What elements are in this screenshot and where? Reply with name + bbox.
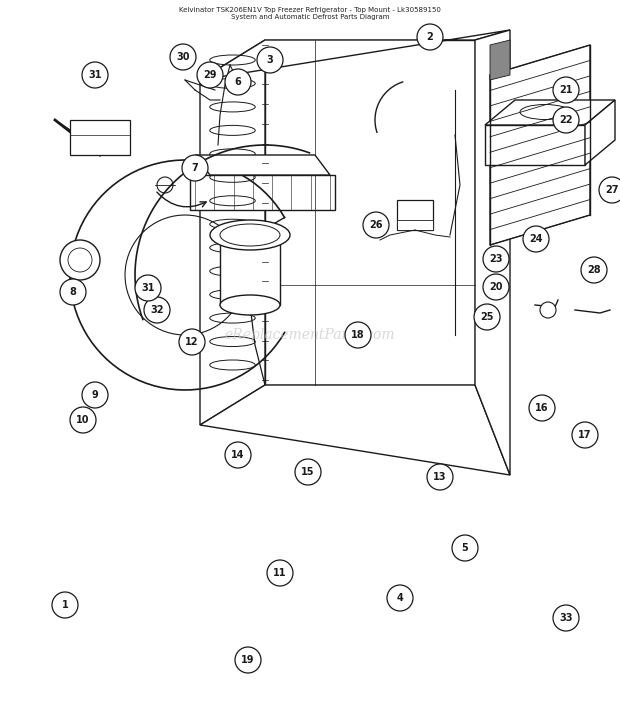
Text: 29: 29 [203,70,217,80]
Text: 28: 28 [587,265,601,275]
Text: System and Automatic Defrost Parts Diagram: System and Automatic Defrost Parts Diagr… [231,14,389,20]
Text: 32: 32 [150,305,164,315]
Circle shape [295,459,321,485]
Circle shape [197,62,223,88]
Text: 4: 4 [397,593,404,603]
Text: 22: 22 [559,115,573,125]
Polygon shape [475,30,510,475]
Circle shape [235,647,261,673]
Text: 8: 8 [69,287,76,297]
Polygon shape [195,155,330,175]
Ellipse shape [220,295,280,315]
Text: 9: 9 [92,390,99,400]
Polygon shape [70,120,130,155]
Circle shape [182,155,208,181]
Circle shape [483,246,509,272]
Polygon shape [397,220,433,230]
Polygon shape [585,100,615,165]
Circle shape [60,240,100,280]
Circle shape [135,275,161,301]
Circle shape [363,212,389,238]
Text: 25: 25 [480,312,494,322]
Polygon shape [220,235,280,305]
Text: 2: 2 [427,32,433,42]
Circle shape [553,107,579,133]
Text: 3: 3 [267,55,273,65]
Circle shape [68,248,92,272]
Text: 17: 17 [578,430,591,440]
Circle shape [60,279,86,305]
Text: 10: 10 [76,415,90,425]
Polygon shape [200,385,510,475]
Text: 1: 1 [61,600,68,610]
Text: 16: 16 [535,403,549,413]
Circle shape [225,69,251,95]
Text: 30: 30 [176,52,190,62]
Circle shape [170,44,196,70]
Text: 21: 21 [559,85,573,95]
Circle shape [52,592,78,618]
Circle shape [70,407,96,433]
Text: 7: 7 [192,163,198,173]
Polygon shape [265,40,475,385]
Circle shape [581,257,607,283]
Text: 11: 11 [273,568,286,578]
Circle shape [417,24,443,50]
Text: 6: 6 [234,77,241,87]
Polygon shape [485,125,585,165]
Circle shape [387,585,413,611]
Text: 18: 18 [351,330,365,340]
Circle shape [474,304,500,330]
Text: 12: 12 [185,337,199,347]
Text: 31: 31 [88,70,102,80]
Text: 23: 23 [489,254,503,264]
Circle shape [225,442,251,468]
Polygon shape [490,45,590,245]
Circle shape [523,226,549,252]
Text: Kelvinator TSK206EN1V Top Freezer Refrigerator - Top Mount - Lk30589150: Kelvinator TSK206EN1V Top Freezer Refrig… [179,7,441,13]
Circle shape [82,382,108,408]
Polygon shape [490,40,510,80]
Text: 27: 27 [605,185,619,195]
Circle shape [553,605,579,631]
Circle shape [483,274,509,300]
Text: 15: 15 [301,467,315,477]
Polygon shape [200,30,510,80]
Ellipse shape [210,220,290,250]
Ellipse shape [220,224,280,246]
Circle shape [267,560,293,586]
Circle shape [572,422,598,448]
Circle shape [345,322,371,348]
Circle shape [427,464,453,490]
Text: 20: 20 [489,282,503,292]
Circle shape [179,329,205,355]
Circle shape [553,77,579,103]
Circle shape [144,297,170,323]
Text: 24: 24 [529,234,542,244]
Text: 33: 33 [559,613,573,623]
Circle shape [82,62,108,88]
Circle shape [452,535,478,561]
Text: 26: 26 [370,220,383,230]
Text: 13: 13 [433,472,447,482]
Text: 5: 5 [462,543,468,553]
Polygon shape [200,40,265,425]
Polygon shape [190,175,335,210]
Polygon shape [397,200,433,230]
Circle shape [599,177,620,203]
Text: 14: 14 [231,450,245,460]
Circle shape [540,302,556,318]
Circle shape [257,47,283,73]
Text: eReplacementParts.com: eReplacementParts.com [224,328,396,342]
Circle shape [529,395,555,421]
Text: 31: 31 [141,283,155,293]
Circle shape [157,177,173,193]
Text: 19: 19 [241,655,255,665]
Polygon shape [485,100,615,125]
